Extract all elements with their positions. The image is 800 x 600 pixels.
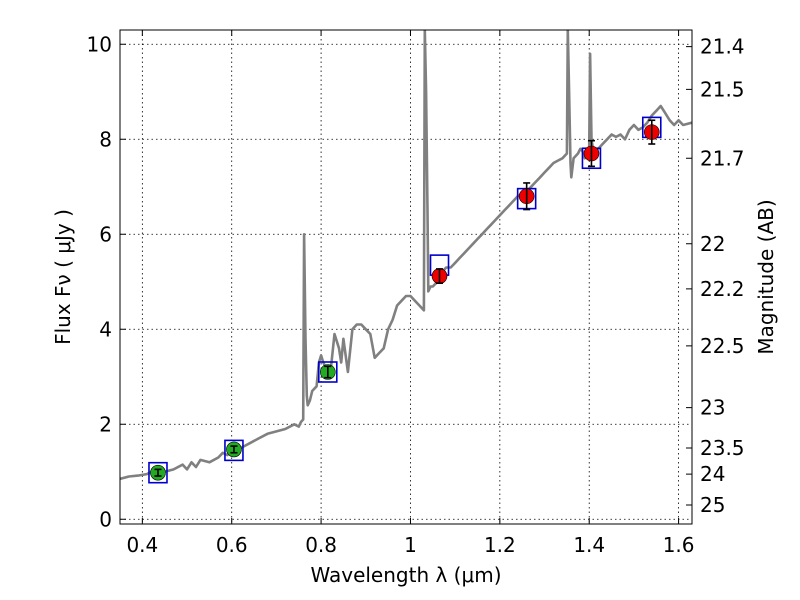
x-tick-label: 0.6 — [216, 533, 248, 557]
right-tick-label: 21.4 — [700, 35, 745, 59]
ticks — [120, 30, 692, 524]
x-axis-label: Wavelength λ (μm) — [310, 563, 501, 587]
right-tick-label: 21.5 — [700, 77, 745, 101]
right-tick-label: 22.2 — [700, 277, 745, 301]
x-tick-label: 1.2 — [484, 533, 516, 557]
plot-frame — [119, 29, 693, 525]
plot-area — [120, 30, 692, 484]
spectrum-line — [120, 30, 692, 481]
right-tick-label: 22 — [700, 232, 725, 256]
grid — [120, 30, 692, 524]
x-tick-label: 0.8 — [305, 533, 337, 557]
y-tick-label: 6 — [99, 222, 112, 246]
right-tick-label: 23 — [700, 396, 725, 420]
x-tick-label: 1 — [404, 533, 417, 557]
right-tick-label: 24 — [700, 462, 725, 486]
y-tick-label: 2 — [99, 412, 112, 436]
right-tick-label: 25 — [700, 493, 725, 517]
model-square — [224, 439, 244, 462]
y-axis-right-label: Magnitude (AB) — [754, 199, 778, 354]
right-tick-label: 21.7 — [700, 146, 745, 170]
model-square — [317, 361, 338, 383]
y-tick-label: 4 — [99, 317, 112, 341]
x-tick-label: 1.4 — [573, 533, 605, 557]
right-tick-label: 22.5 — [700, 334, 745, 358]
x-tick-label: 1.6 — [663, 533, 695, 557]
y-tick-label: 0 — [99, 507, 112, 531]
y-axis-label: Flux Fν ( μJy ) — [51, 209, 75, 345]
right-tick-label: 23.5 — [700, 436, 745, 460]
model-square — [148, 461, 168, 484]
y-tick-label: 8 — [99, 127, 112, 151]
x-tick-label: 0.4 — [126, 533, 158, 557]
y-tick-label: 10 — [87, 32, 112, 56]
